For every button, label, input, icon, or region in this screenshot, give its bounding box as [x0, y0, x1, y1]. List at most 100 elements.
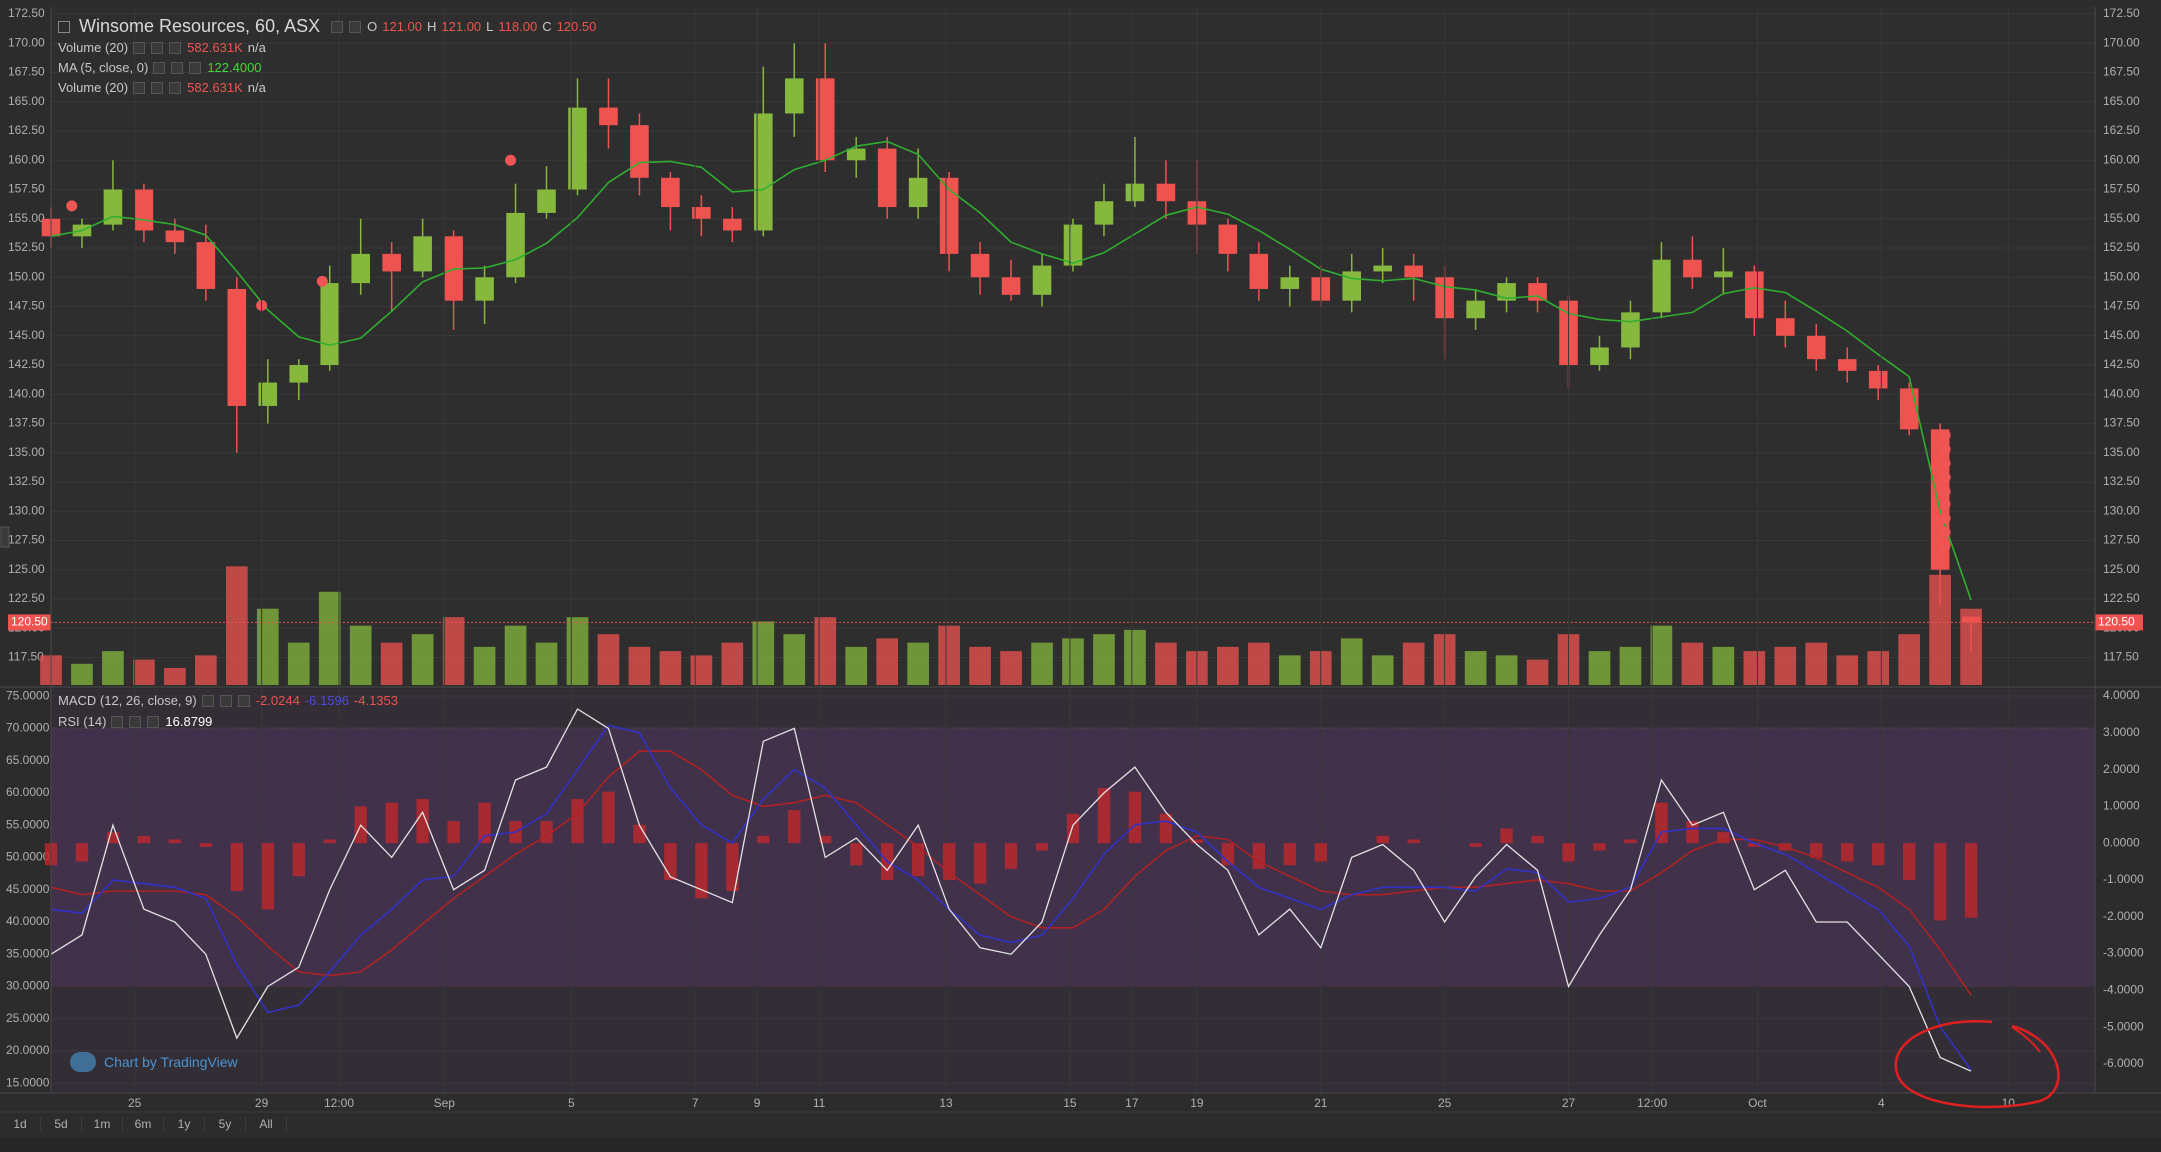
range-button[interactable]: 5y [205, 1117, 246, 1131]
x-tick-label: 7 [692, 1096, 699, 1110]
candle-body [970, 253, 990, 278]
volume-bar [752, 621, 775, 685]
y-tick-label: 125.00 [2103, 562, 2140, 576]
collapse-box[interactable] [58, 20, 70, 33]
icon[interactable] [349, 20, 362, 33]
macd-histogram-bar [1407, 839, 1420, 844]
legend-value: 16.8799 [165, 714, 213, 729]
x-tick-label: 25 [128, 1096, 142, 1110]
legend-value: 582.631K [187, 40, 243, 55]
icon[interactable] [133, 41, 146, 54]
candle-body [134, 189, 154, 231]
icon[interactable] [171, 61, 184, 74]
icon[interactable] [153, 61, 166, 74]
ohlc-value: 121.00 [441, 19, 482, 34]
y-tick-label: 157.50 [2103, 182, 2140, 196]
candle-body [413, 236, 432, 272]
y-tick-label: 167.50 [2103, 65, 2140, 79]
volume-legend: Volume (20) 582.631K n/a [58, 40, 266, 55]
y-tick-label: 145.00 [8, 328, 45, 342]
candle-body [258, 382, 278, 406]
macd-histogram-bar [1531, 835, 1544, 844]
range-button[interactable]: All [246, 1117, 287, 1131]
icon[interactable] [189, 61, 202, 74]
signal-dot [1939, 429, 1951, 441]
volume-bar [1155, 642, 1177, 685]
volume-bar [256, 608, 279, 685]
icon[interactable] [331, 20, 344, 33]
macd-histogram-bar [1252, 843, 1266, 869]
macd-histogram-bar [911, 843, 925, 877]
range-button[interactable]: 1y [164, 1117, 205, 1131]
icon[interactable] [111, 715, 124, 728]
volume-bar [535, 642, 558, 685]
icon[interactable] [201, 694, 214, 707]
y-tick-label: 157.50 [8, 182, 45, 196]
macd-histogram-bar [168, 839, 182, 844]
range-button[interactable]: 1d [0, 1117, 41, 1131]
icon[interactable] [151, 41, 164, 54]
volume-bar [783, 634, 806, 685]
candle-body [1404, 265, 1423, 278]
macd-histogram-bar [571, 799, 584, 844]
icon[interactable] [147, 715, 160, 728]
y-tick-label: 147.50 [2103, 299, 2140, 313]
macd-histogram-bar [261, 843, 274, 910]
macd-histogram-bar [292, 843, 305, 877]
legend-name: MA (5, close, 0) [58, 60, 149, 75]
macd-histogram-bar [1593, 843, 1606, 851]
y-tick-label: 142.50 [8, 357, 45, 371]
icon[interactable] [237, 694, 250, 707]
watermark[interactable]: Chart by TradingView [70, 1052, 238, 1072]
y-tick-label: 155.00 [2103, 211, 2140, 225]
icon[interactable] [129, 715, 142, 728]
range-button[interactable]: 1m [82, 1117, 123, 1131]
volume-bar [1805, 642, 1828, 685]
candle-body [1094, 201, 1114, 225]
candle-body [1652, 259, 1671, 313]
range-button[interactable]: 6m [123, 1117, 164, 1131]
y-tick-label: 130.00 [2103, 503, 2140, 517]
volume-bar [690, 655, 713, 685]
volume-bar [349, 625, 372, 685]
candle-body [1868, 370, 1888, 389]
macd-histogram-bar [1686, 821, 1699, 844]
candle-body [1249, 253, 1269, 289]
volume-bar [1371, 655, 1394, 685]
y-tick-label: 130.00 [8, 503, 45, 517]
indicator-pane [51, 689, 2095, 1093]
macd-histogram-bar [942, 843, 956, 880]
macd-legend: MACD (12, 26, close, 9) -2.0244 -6.1596 … [58, 693, 398, 708]
hand-drawn-circle [1894, 1019, 2060, 1109]
volume-bar [1062, 638, 1084, 685]
ohlc-value: 118.00 [498, 19, 538, 34]
icon[interactable] [169, 41, 182, 54]
y-tick-label: 162.50 [8, 123, 45, 137]
volume-bar [504, 625, 527, 685]
hand-drawn-stroke [2011, 1026, 2041, 1053]
icon[interactable] [219, 694, 232, 707]
y-tick-label: 150.00 [8, 269, 45, 283]
y-tick-label: 172.50 [8, 6, 45, 20]
x-tick-label: 9 [754, 1096, 761, 1110]
y-tick-label: 140.00 [8, 386, 45, 400]
macd-histogram-bar [230, 843, 244, 891]
plot-layer: 117.50117.50120.00120.00122.50122.50125.… [6, 6, 2144, 1110]
icon[interactable] [151, 81, 164, 94]
candle-body [227, 288, 247, 406]
candle-body [630, 125, 649, 178]
volume-bar [195, 655, 217, 685]
x-tick-label: 29 [255, 1096, 269, 1110]
volume-bar [164, 668, 186, 685]
volume-bar [1093, 634, 1115, 685]
side-tab[interactable] [0, 526, 10, 548]
macd-histogram-bar [1933, 843, 1947, 921]
icon[interactable] [169, 81, 182, 94]
y-tick-label: 117.50 [8, 650, 44, 664]
icon[interactable] [133, 81, 146, 94]
macd-tick-label: -1.0000 [2103, 872, 2144, 886]
range-button[interactable]: 5d [41, 1117, 82, 1131]
volume-bar [380, 642, 403, 685]
candle-body [196, 242, 216, 289]
legend-value: -4.1353 [353, 693, 398, 708]
